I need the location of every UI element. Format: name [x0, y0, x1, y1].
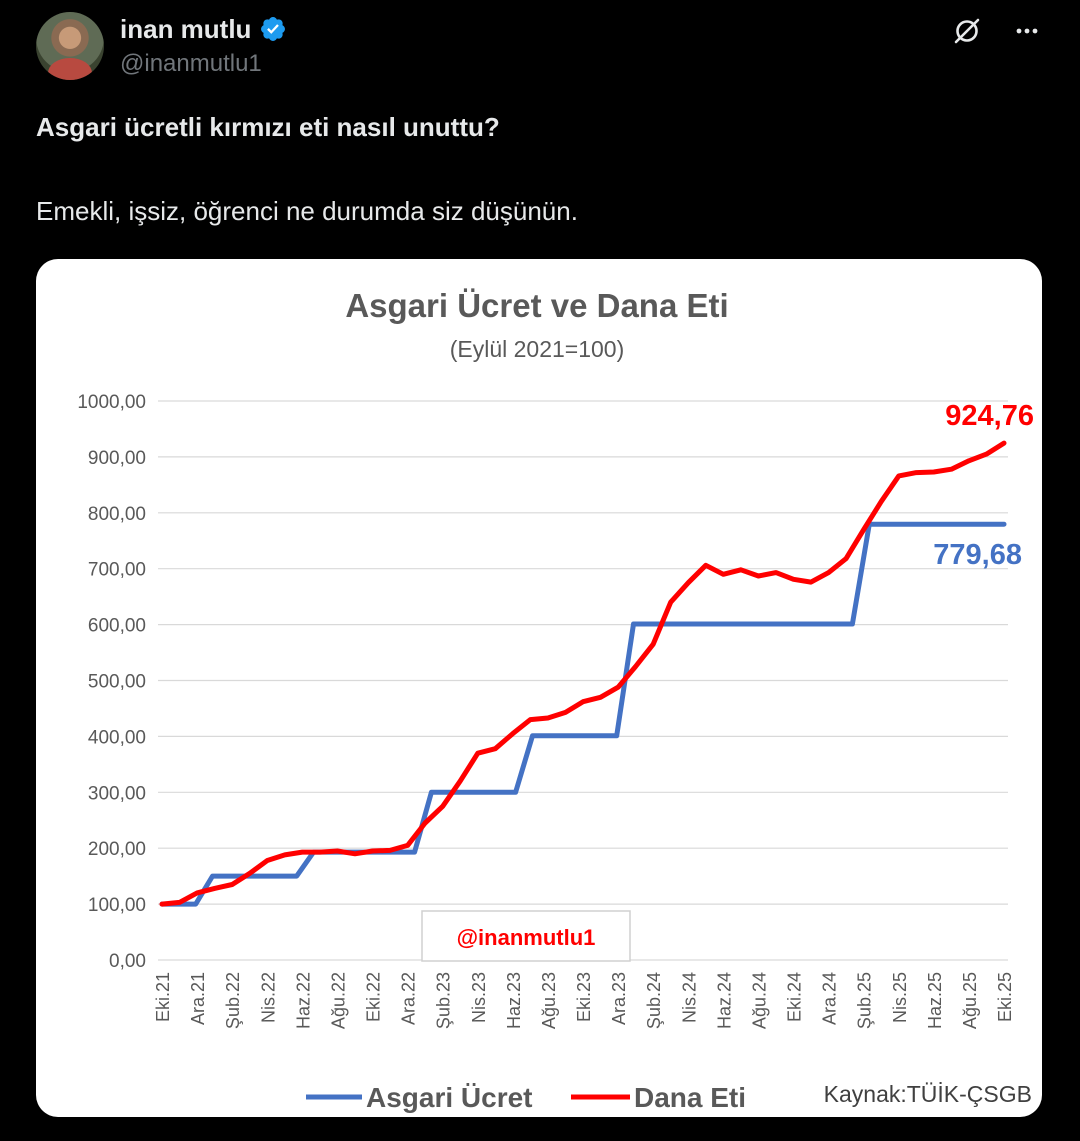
x-tick-label: Şub.22	[223, 972, 243, 1029]
y-tick-label: 1000,00	[77, 392, 146, 413]
end-label-dana-eti: 924,76	[945, 400, 1034, 432]
y-tick-label: 300,00	[88, 783, 146, 804]
x-tick-label: Nis.23	[469, 972, 489, 1023]
legend-label-dana-eti: Dana Eti	[634, 1082, 746, 1113]
tweet-actions-top	[950, 14, 1044, 48]
x-tick-label: Şub.23	[434, 972, 454, 1029]
line-chart: Asgari Ücret ve Dana Eti (Eylül 2021=100)…	[77, 287, 1034, 1113]
y-tick-label: 800,00	[88, 504, 146, 525]
legend-label-asgari-ucret: Asgari Ücret	[366, 1082, 533, 1113]
chart-subtitle: (Eylül 2021=100)	[450, 336, 625, 362]
avatar[interactable]	[36, 12, 104, 80]
chart-title: Asgari Ücret ve Dana Eti	[345, 287, 728, 324]
grok-slash-icon[interactable]	[950, 14, 984, 48]
x-tick-label: Ağu.24	[749, 972, 769, 1029]
series-line-dana-eti	[159, 440, 1007, 907]
series-line-asgari-ucret	[159, 521, 1007, 907]
verified-badge-icon	[261, 17, 286, 41]
display-name[interactable]: inan mutlu	[120, 13, 252, 44]
end-label-asgari-ucret: 779,68	[933, 539, 1022, 571]
watermark-box	[421, 910, 631, 962]
x-tick-label: Haz.22	[293, 972, 313, 1029]
x-tick-label: Ağu.25	[960, 972, 980, 1029]
y-tick-label: 500,00	[88, 672, 146, 693]
x-tick-label: Ağu.22	[328, 972, 348, 1029]
watermark-text: @inanmutlu1	[457, 925, 596, 950]
y-tick-label: 900,00	[88, 448, 146, 469]
x-tick-label: Nis.25	[890, 972, 910, 1023]
tweet-text-line-1: Asgari ücretli kırmızı eti nasıl unuttu?	[36, 112, 500, 142]
x-tick-label: Şub.25	[855, 972, 875, 1029]
x-tick-label: Eki.25	[995, 972, 1015, 1022]
x-tick-label: Eki.21	[153, 972, 173, 1022]
tweet-text-line-2: Emekli, işsiz, öğrenci ne durumda siz dü…	[36, 196, 578, 226]
x-tick-label: Haz.23	[504, 972, 524, 1029]
y-tick-label: 600,00	[88, 616, 146, 637]
x-tick-label: Ara.22	[399, 972, 419, 1025]
x-tick-label: Ağu.23	[539, 972, 559, 1029]
x-tick-label: Nis.22	[258, 972, 278, 1023]
y-tick-label: 100,00	[88, 895, 146, 916]
avatar-shirt	[48, 58, 92, 80]
tweet-image[interactable]: Asgari Ücret ve Dana Eti (Eylül 2021=100)…	[36, 259, 1042, 1117]
chart-source: Kaynak:TÜİK-ÇSGB	[824, 1081, 1032, 1107]
x-tick-label: Ara.23	[609, 972, 629, 1025]
x-tick-label: Haz.25	[925, 972, 945, 1029]
x-tick-label: Eki.24	[785, 972, 805, 1022]
x-tick-label: Eki.23	[574, 972, 594, 1022]
x-tick-label: Ara.24	[820, 972, 840, 1025]
y-tick-label: 400,00	[88, 727, 146, 748]
x-tick-label: Haz.24	[714, 972, 734, 1029]
x-tick-label: Eki.22	[364, 972, 384, 1022]
y-tick-label: 200,00	[88, 839, 146, 860]
x-tick-label: Nis.24	[679, 972, 699, 1023]
y-tick-label: 700,00	[88, 560, 146, 581]
y-tick-label: 0,00	[109, 951, 146, 972]
x-tick-label: Şub.24	[644, 972, 664, 1029]
more-horizontal-icon[interactable]	[1010, 14, 1044, 48]
user-handle[interactable]: @inanmutlu1	[120, 50, 262, 77]
x-tick-label: Ara.21	[188, 972, 208, 1025]
display-name-row[interactable]: inan mutlu	[120, 12, 287, 46]
